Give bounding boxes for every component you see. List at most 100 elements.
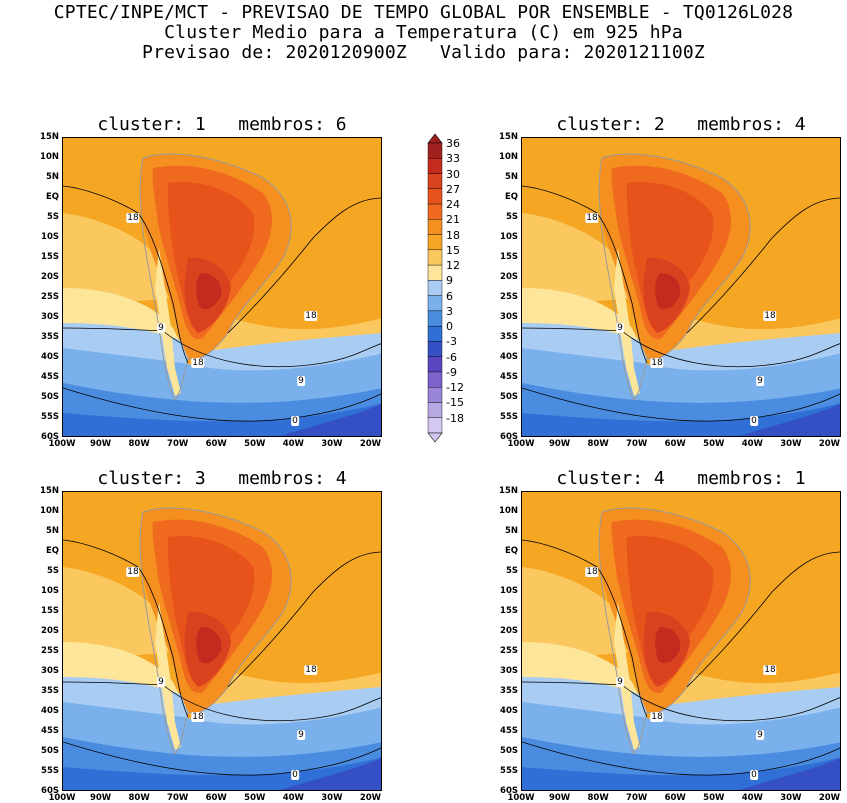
longitude-tick-label: 50W [703, 439, 725, 449]
longitude-tick-label: 60W [664, 793, 686, 803]
colorbar-label: 6 [446, 289, 453, 303]
longitude-tick-label: 70W [167, 793, 189, 803]
longitude-tick-label: 80W [587, 793, 609, 803]
contour-label: 18 [763, 665, 777, 675]
contour-label: 18 [304, 665, 318, 675]
latitude-tick-label: 25S [500, 646, 518, 656]
latitude-tick-label: 20S [500, 272, 518, 282]
contour-label: 18 [650, 358, 664, 368]
temperature-field [63, 138, 381, 436]
contour-label: 18 [126, 567, 140, 577]
latitude-tick-label: 25S [41, 292, 59, 302]
contour-label: 18 [585, 567, 599, 577]
latitude-tick-label: 30S [500, 312, 518, 322]
temperature-field [63, 492, 381, 790]
colorbar-label: 3 [446, 304, 453, 318]
contour-label: 18 [126, 213, 140, 223]
latitude-tick-label: 15S [41, 252, 59, 262]
longitude-tick-label: 80W [128, 793, 150, 803]
latitude-tick-label: 10S [500, 586, 518, 596]
colorbar-label: -18 [446, 411, 464, 425]
colorbar-label: 36 [446, 137, 460, 150]
latitude-tick-label: 55S [500, 766, 518, 776]
latitude-tick-label: 20S [41, 272, 59, 282]
latitude-tick-label: 10S [41, 232, 59, 242]
header-line-3: Previsao de: 2020120900Z Valido para: 20… [142, 42, 705, 63]
colorbar-label: 30 [446, 167, 460, 181]
latitude-tick-label: 55S [500, 412, 518, 422]
colorbar-label: -9 [446, 365, 457, 379]
panel-3-map: 18 9 18 18 9 0 [62, 491, 382, 791]
header-line-1: CPTEC/INPE/MCT - PREVISAO DE TEMPO GLOBA… [53, 2, 794, 23]
latitude-tick-label: 15S [500, 252, 518, 262]
contour-label: 18 [763, 311, 777, 321]
contour-label: 18 [585, 213, 599, 223]
longitude-tick-label: 90W [89, 439, 112, 449]
latitude-tick-label: 20S [500, 626, 518, 636]
latitude-tick-label: 45S [41, 726, 59, 736]
panel-4-map: 18 9 18 18 9 0 [521, 491, 841, 791]
latitude-tick-label: 10N [499, 152, 518, 162]
latitude-tick-label: 40S [500, 706, 518, 716]
latitude-tick-label: 40S [41, 352, 59, 362]
latitude-tick-label: 50S [41, 392, 59, 402]
longitude-tick-label: 80W [128, 439, 150, 449]
latitude-tick-label: 5N [45, 172, 59, 182]
latitude-tick-label: 10N [499, 506, 518, 516]
longitude-tick-label: 60W [205, 439, 227, 449]
latitude-tick-label: 60S [41, 432, 59, 442]
contour-label: 0 [750, 770, 758, 780]
latitude-tick-label: 30S [41, 666, 59, 676]
longitude-tick-label: 20W [818, 793, 841, 803]
latitude-tick-label: 50S [41, 746, 59, 756]
longitude-tick-label: 100W [48, 439, 76, 449]
latitude-tick-label: 60S [41, 786, 59, 796]
latitude-tick-label: 20S [41, 626, 59, 636]
longitude-tick-label: 100W [507, 439, 535, 449]
longitude-tick-label: 100W [48, 793, 76, 803]
latitude-tick-label: 15N [40, 486, 59, 496]
contour-label: 0 [291, 416, 299, 426]
latitude-tick-label: 10N [40, 152, 59, 162]
latitude-tick-label: 15S [41, 606, 59, 616]
longitude-tick-label: 90W [548, 793, 571, 803]
colorbar-label: -3 [446, 335, 457, 349]
latitude-tick-label: 40S [500, 352, 518, 362]
latitude-tick-label: 35S [41, 332, 59, 342]
latitude-tick-label: EQ [45, 192, 59, 202]
longitude-tick-label: 50W [244, 793, 266, 803]
latitude-tick-label: EQ [45, 546, 59, 556]
panel-4-title: cluster: 4 membros: 1 [556, 468, 806, 489]
latitude-tick-label: 5N [45, 526, 59, 536]
latitude-tick-label: 5N [504, 526, 518, 536]
latitude-tick-label: 60S [500, 432, 518, 442]
panel-1-map: 18 9 18 18 9 0 [62, 137, 382, 437]
temperature-field [522, 492, 840, 790]
longitude-tick-label: 30W [321, 793, 343, 803]
contour-label: 18 [650, 712, 664, 722]
latitude-tick-label: 30S [41, 312, 59, 322]
contour-label: 9 [297, 376, 305, 386]
latitude-tick-label: 35S [41, 686, 59, 696]
colorbar-label: 21 [446, 213, 460, 227]
contour-label: 18 [191, 712, 205, 722]
panel-3-title: cluster: 3 membros: 4 [97, 468, 347, 489]
colorbar-label: -15 [446, 396, 464, 410]
latitude-tick-label: 10N [40, 506, 59, 516]
latitude-tick-label: 25S [500, 292, 518, 302]
latitude-tick-label: 55S [41, 412, 59, 422]
latitude-tick-label: 5S [505, 212, 518, 222]
longitude-tick-label: 40W [282, 439, 304, 449]
longitude-tick-label: 90W [548, 439, 571, 449]
colorbar-label: 0 [446, 320, 453, 334]
latitude-tick-label: 45S [500, 372, 518, 382]
latitude-tick-label: 25S [41, 646, 59, 656]
panel-2-map: 18 9 18 18 9 0 [521, 137, 841, 437]
longitude-tick-label: 50W [703, 793, 725, 803]
longitude-tick-label: 20W [359, 439, 382, 449]
contour-label: 9 [157, 677, 165, 687]
longitude-tick-label: 30W [321, 439, 343, 449]
colorbar-label: 12 [446, 259, 460, 273]
latitude-tick-label: 15N [40, 132, 59, 142]
latitude-tick-label: 50S [500, 746, 518, 756]
